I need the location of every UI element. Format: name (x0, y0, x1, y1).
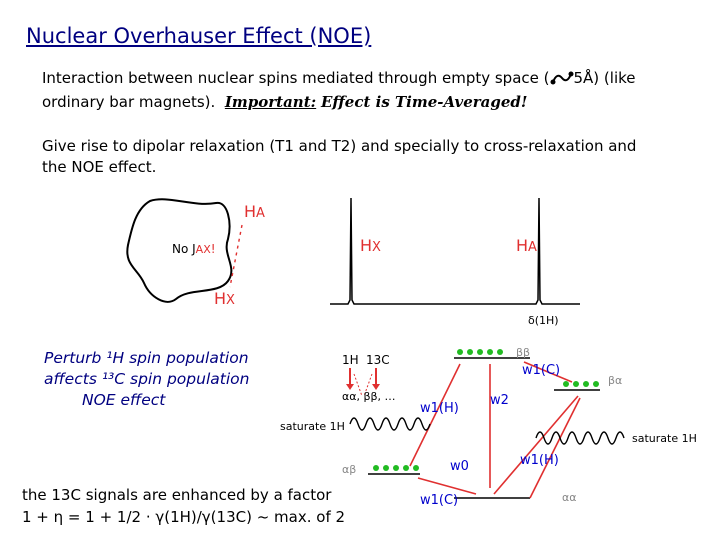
legend-states: αα, ββ, … (342, 390, 396, 403)
important-text: Effect is Time-Averaged! (320, 93, 528, 111)
spectrum-ha-label: HA (516, 236, 537, 255)
intro-line-2-start: ordinary bar magnets). (42, 93, 216, 111)
molecule-outline (126, 198, 233, 303)
intro-paragraph: Interaction between nuclear spins mediat… (42, 68, 636, 113)
w2-label: w2 (490, 393, 509, 408)
enhancement-line-2: 1 + η = 1 + 1/2 · γ(1H)/γ(13C) ~ max. of… (22, 508, 346, 526)
w1c-top-label: w1(C) (522, 363, 560, 378)
intro-line-1-end: 5Å) (like (573, 69, 636, 87)
population-dots (373, 349, 599, 471)
molecule-hx-label: HX (214, 289, 235, 308)
relaxation-line-2: the NOE effect. (42, 158, 157, 176)
intro-line-1-start: Interaction between nuclear spins mediat… (42, 69, 550, 87)
noe-explanation-line-3: NOE effect (82, 391, 166, 409)
noe-explanation: Perturb ¹H spin population affects ¹³C s… (44, 348, 249, 411)
w1h-left-label: w1(H) (420, 401, 459, 416)
noe-explanation-line-2: affects ¹³C spin population (44, 370, 250, 388)
w1h-right-label: w1(H) (520, 453, 559, 468)
noe-explanation-line-1: Perturb ¹H spin population (44, 349, 249, 367)
page-title: Nuclear Overhauser Effect (NOE) (26, 24, 372, 48)
energy-level-diagram: 1H 13C αα, ββ, … ββ βα αβ αα w1(C) w1(H)… (280, 346, 697, 508)
spectrum-axis-label: δ(1H) (528, 314, 559, 327)
legend-h-label: 1H (342, 353, 359, 367)
molecule-sketch (126, 198, 243, 303)
intro-line-1: Interaction between nuclear spins mediat… (42, 68, 636, 92)
intro-line-2: ordinary bar magnets). Important: Effect… (42, 92, 636, 113)
approx-distance-icon (550, 70, 574, 92)
important-label: Important: (224, 93, 317, 111)
state-ba-label: βα (608, 374, 622, 387)
state-aa-label: αα (562, 491, 577, 504)
nmr-spectrum (330, 197, 580, 305)
saturate-left-label: saturate 1H (280, 420, 345, 433)
spectrum-trace (330, 197, 580, 305)
noe-dashed-line (229, 224, 243, 288)
no-coupling-label: No JAX! (172, 242, 216, 256)
relaxation-line-1: Give rise to dipolar relaxation (T1 and … (42, 137, 637, 155)
saturate-right-label: saturate 1H (632, 432, 697, 445)
w1c-bottom-label: w1(C) (420, 493, 458, 508)
enhancement-note: the 13C signals are enhanced by a factor… (22, 484, 346, 528)
w0-label: w0 (450, 459, 469, 474)
molecule-ha-label: HA (244, 202, 265, 221)
spectrum-hx-label: HX (360, 236, 381, 255)
saturation-wave-right (535, 431, 625, 445)
saturation-wave-left (349, 417, 431, 431)
enhancement-line-1: the 13C signals are enhanced by a factor (22, 486, 332, 504)
state-ab-label: αβ (342, 463, 356, 476)
transition-arrows (409, 361, 581, 499)
relaxation-paragraph: Give rise to dipolar relaxation (T1 and … (42, 136, 636, 178)
legend-c-label: 13C (366, 353, 390, 367)
state-bb-label: ββ (516, 346, 530, 359)
